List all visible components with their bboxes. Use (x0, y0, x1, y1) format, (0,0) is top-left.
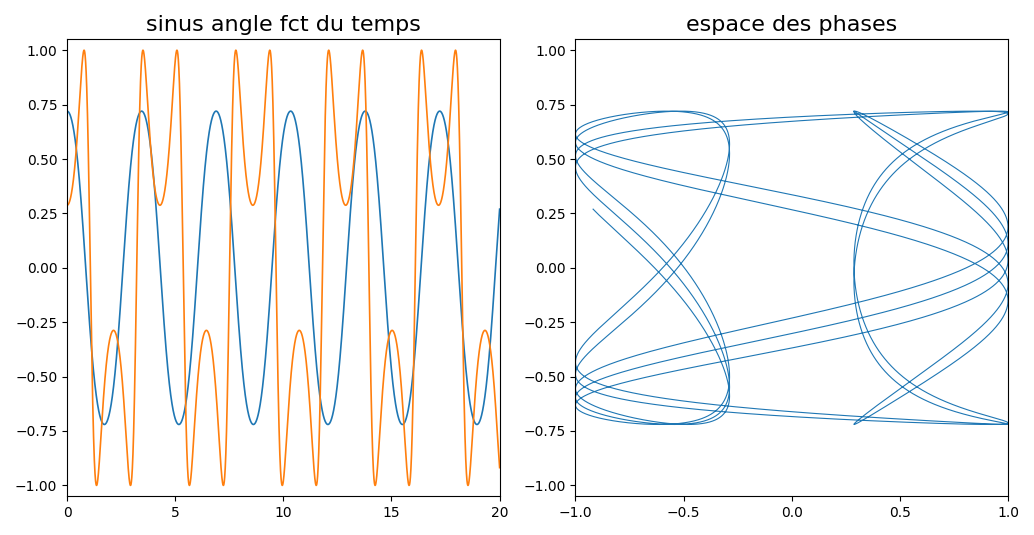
Title: sinus angle fct du temps: sinus angle fct du temps (146, 15, 421, 35)
Title: espace des phases: espace des phases (687, 15, 898, 35)
